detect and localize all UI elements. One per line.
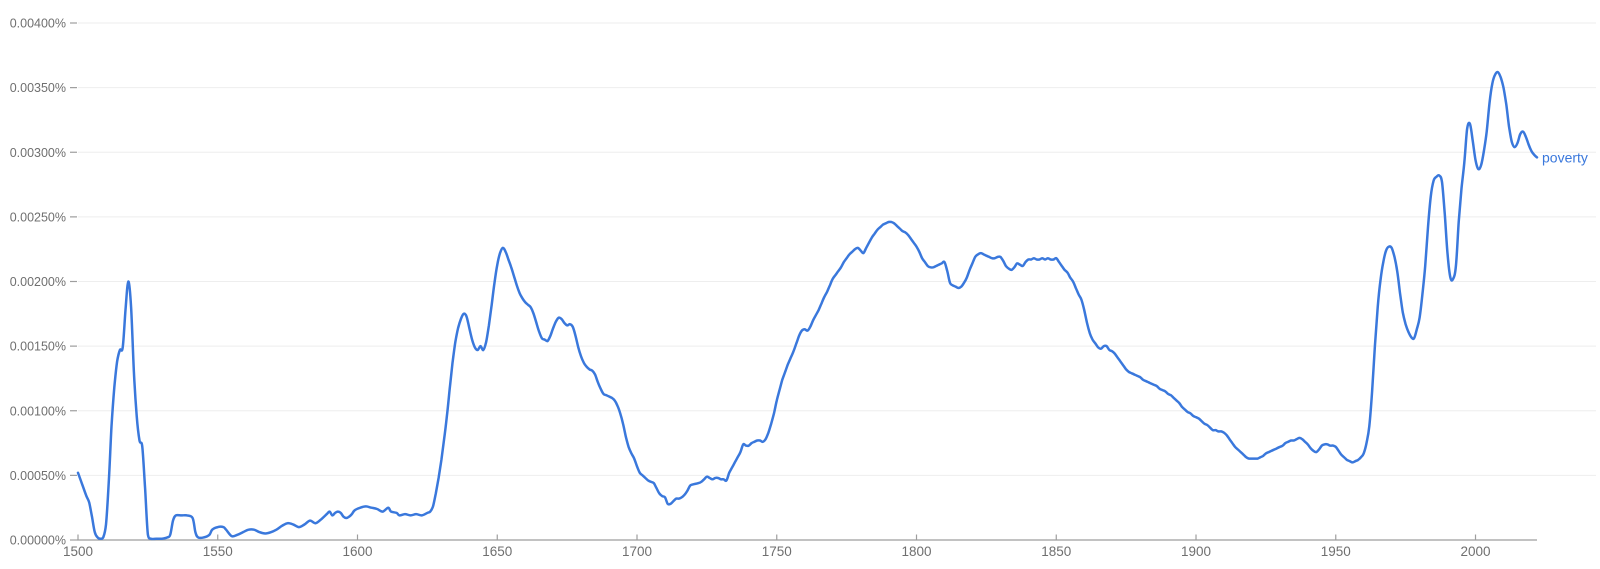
x-axis-label: 1700 bbox=[622, 544, 652, 559]
x-axis-label: 1550 bbox=[203, 544, 233, 559]
x-axis-label: 1800 bbox=[901, 544, 931, 559]
series-line-poverty[interactable] bbox=[76, 70, 1539, 541]
y-axis-label: 0.00400% bbox=[10, 17, 66, 31]
y-axis-label: 0.00100% bbox=[10, 404, 66, 418]
y-axis-label: 0.00150% bbox=[10, 340, 66, 354]
y-axis-label: 0.00050% bbox=[10, 469, 66, 483]
y-axis-label: 0.00000% bbox=[10, 534, 66, 548]
x-axis-label: 1750 bbox=[762, 544, 792, 559]
x-axis-label: 1900 bbox=[1181, 544, 1211, 559]
x-axis-label: 1850 bbox=[1041, 544, 1071, 559]
x-axis-label: 1950 bbox=[1321, 544, 1351, 559]
y-axis-label: 0.00200% bbox=[10, 275, 66, 289]
x-axis-label: 1650 bbox=[482, 544, 512, 559]
x-axis-label: 1600 bbox=[342, 544, 372, 559]
y-axis-label: 0.00350% bbox=[10, 81, 66, 95]
x-axis-label: 1500 bbox=[63, 544, 93, 559]
y-axis-label: 0.00300% bbox=[10, 146, 66, 160]
series-label-poverty[interactable]: poverty bbox=[1542, 149, 1588, 165]
x-axis-label: 2000 bbox=[1460, 544, 1490, 559]
y-axis-label: 0.00250% bbox=[10, 210, 66, 224]
